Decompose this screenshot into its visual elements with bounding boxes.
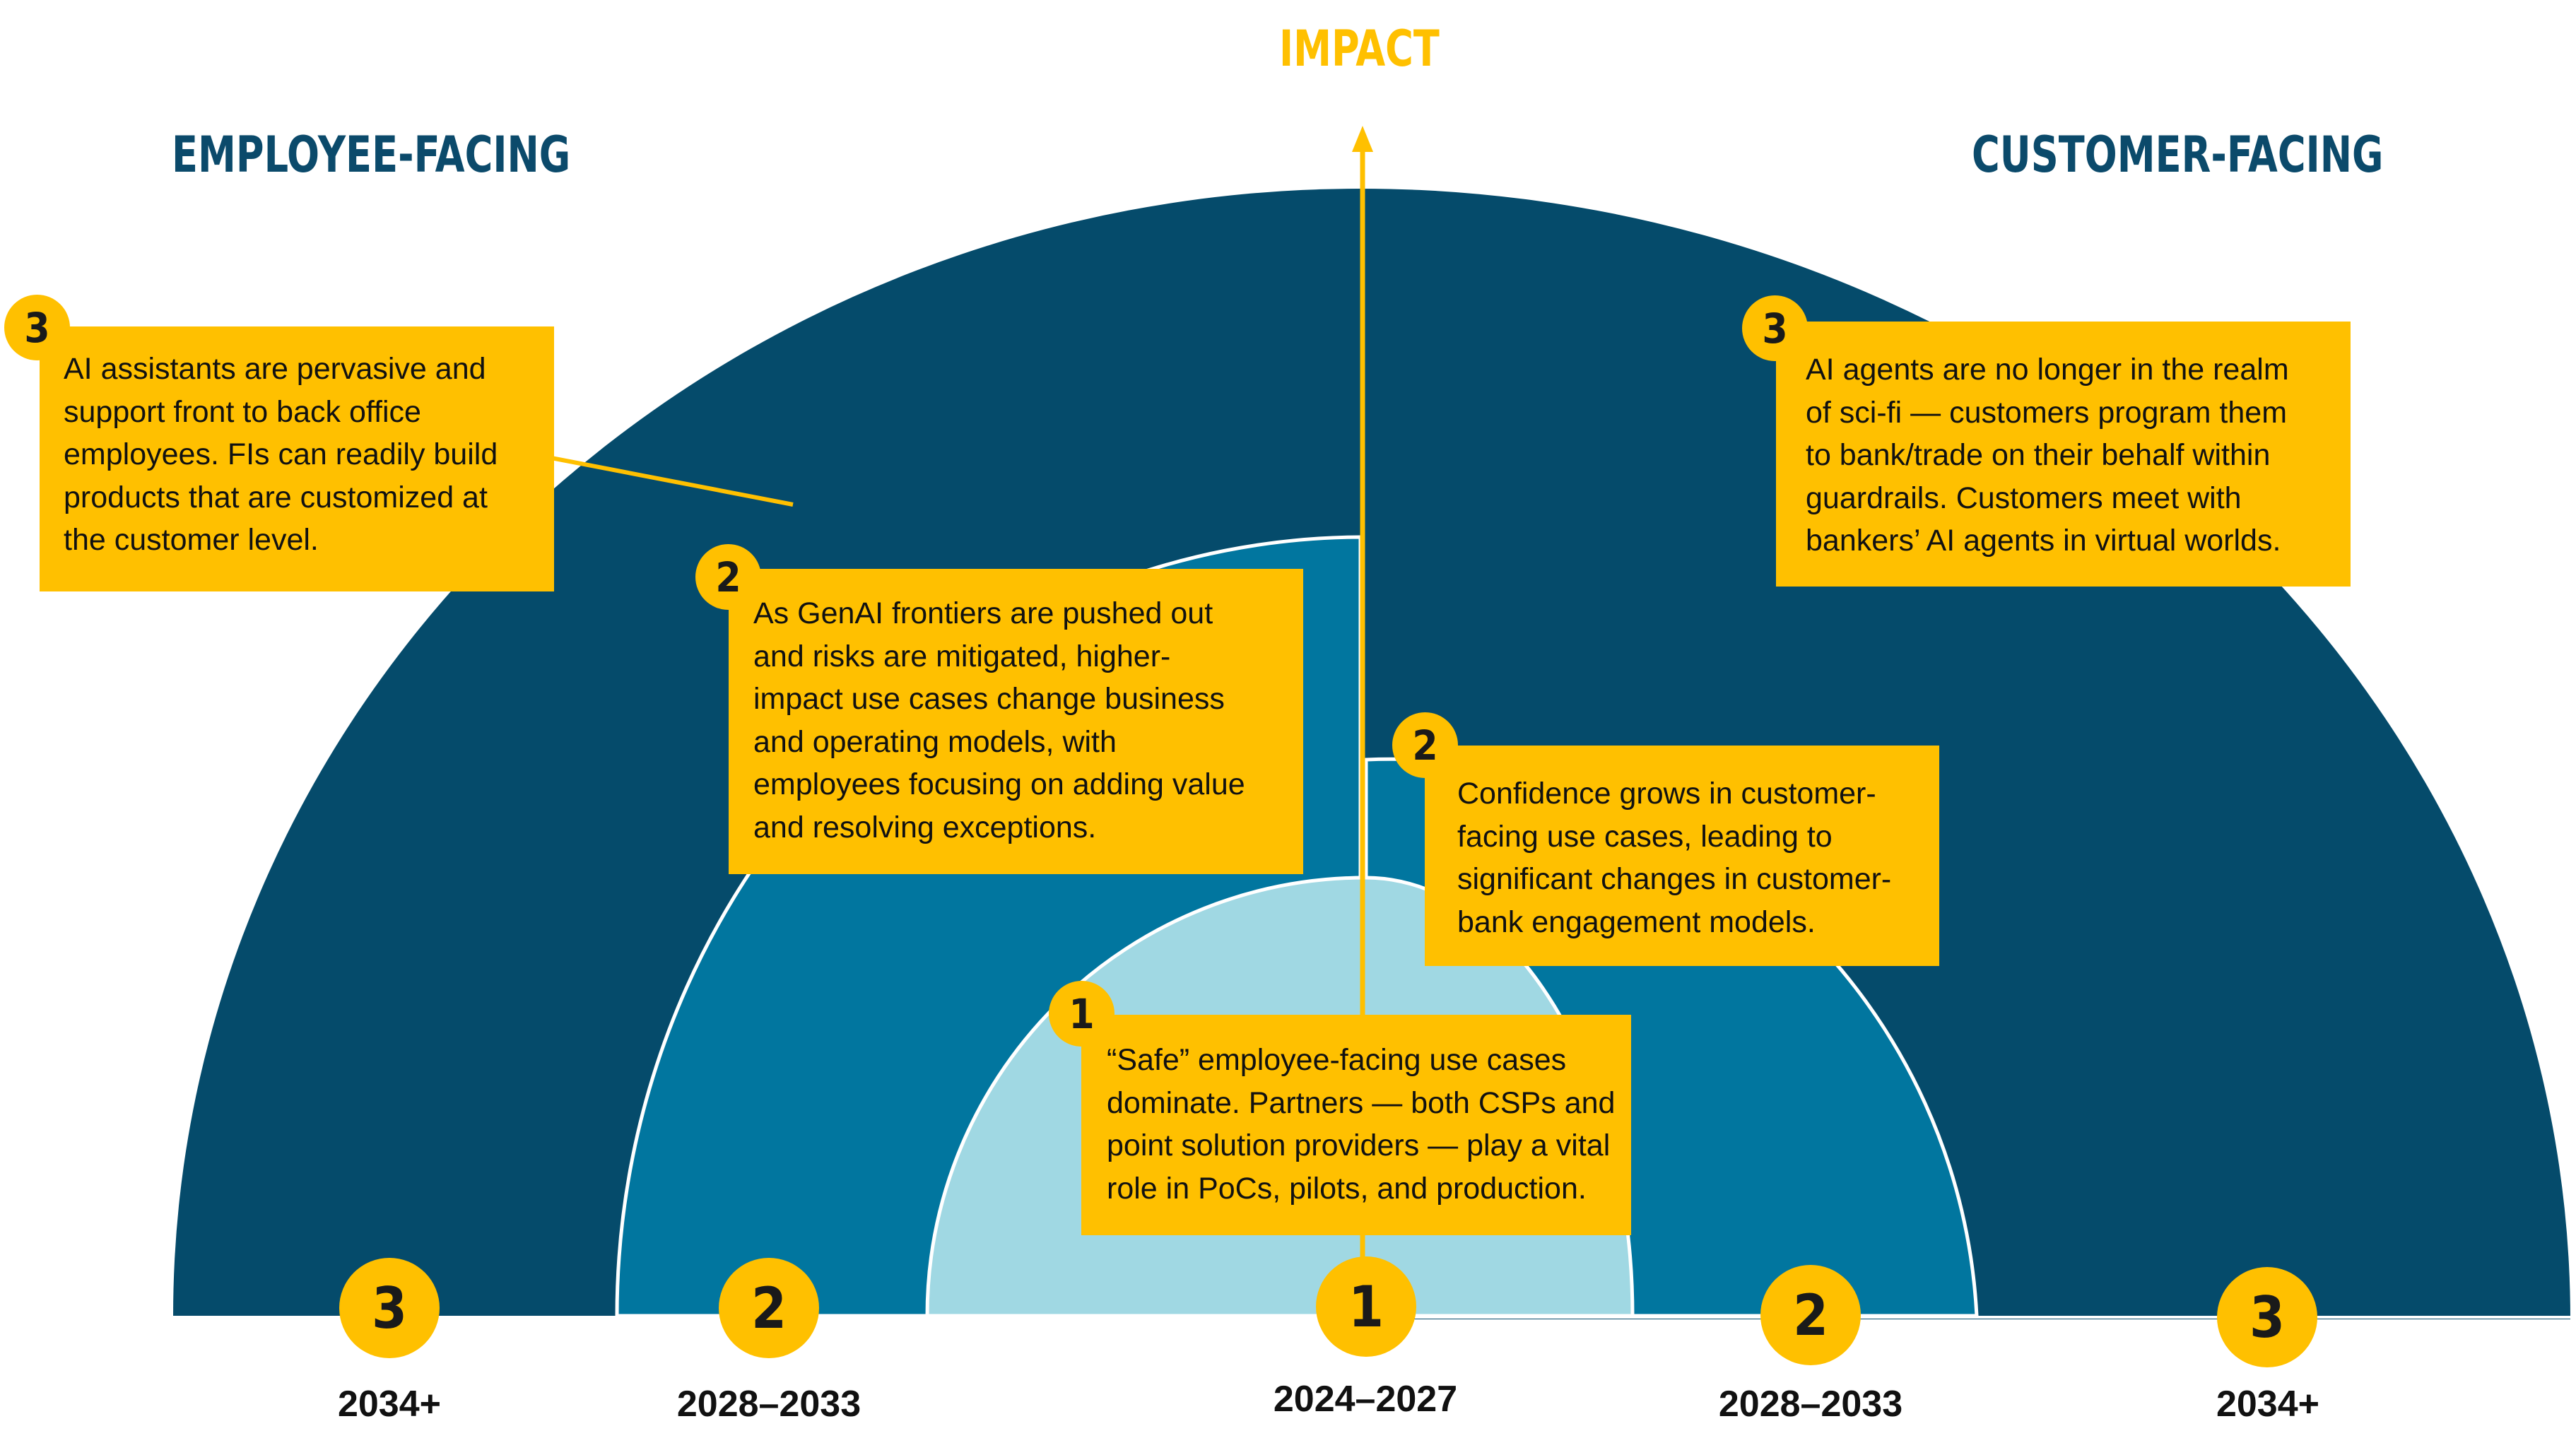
year-label-center-1: 2024–2027 — [1273, 1379, 1458, 1420]
axis-badge-right-2: 2 — [1760, 1265, 1861, 1365]
impact-axis-arrowhead — [1352, 126, 1373, 152]
employee-facing-header: EMPLOYEE-FACING — [172, 126, 571, 184]
customer-phase-2-badge: 2 — [1392, 712, 1458, 778]
employee-phase-3-box: AI assistants are pervasive and support … — [40, 326, 554, 591]
employee-phase-2-box: As GenAI frontiers are pushed out and ri… — [729, 569, 1303, 874]
year-label-right-2: 2028–2033 — [1718, 1384, 1903, 1425]
axis-badge-left-2: 2 — [719, 1258, 819, 1358]
customer-phase-2-box: Confidence grows in customer- facing use… — [1425, 746, 1939, 966]
page-title: IMPACT — [1279, 20, 1440, 78]
axis-badge-left-3: 3 — [339, 1258, 440, 1358]
phase-1-badge: 1 — [1049, 981, 1114, 1047]
employee-phase-2-badge: 2 — [695, 544, 761, 610]
customer-phase-3-badge: 3 — [1742, 295, 1808, 361]
customer-phase-3-box: AI agents are no longer in the realm of … — [1776, 322, 2351, 587]
axis-badge-right-3: 3 — [2217, 1267, 2317, 1367]
year-label-left-2: 2028–2033 — [676, 1384, 861, 1425]
employee-3-pointer — [551, 456, 794, 507]
axis-badge-center-1: 1 — [1316, 1256, 1416, 1357]
year-label-right-3: 2034+ — [2216, 1384, 2320, 1425]
employee-phase-3-badge: 3 — [4, 295, 70, 360]
customer-facing-header: CUSTOMER-FACING — [1972, 126, 2384, 184]
year-label-left-3: 2034+ — [337, 1384, 442, 1425]
phase-1-box: “Safe” employee-facing use cases dominat… — [1081, 1015, 1631, 1235]
